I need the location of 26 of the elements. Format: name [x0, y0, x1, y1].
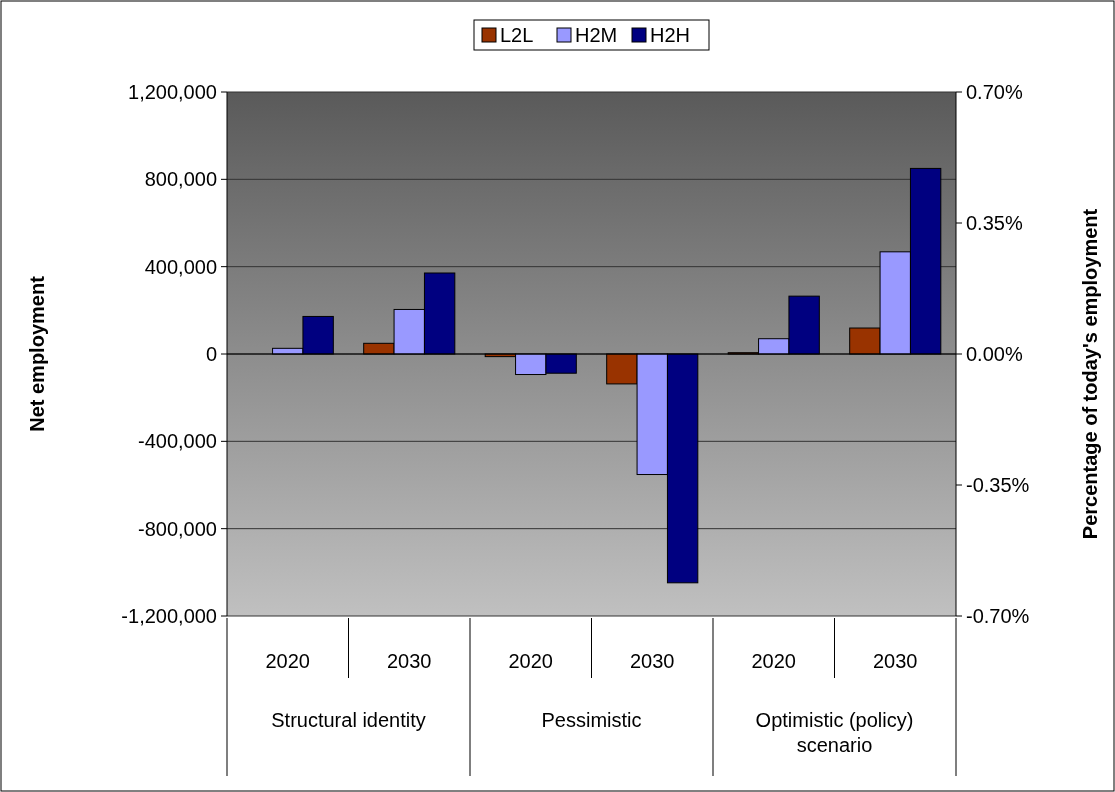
legend-label: H2M	[575, 24, 618, 46]
x-tick-label: 2020	[751, 650, 796, 672]
y-tick-label: -400,000	[138, 430, 217, 453]
text: Pessimistic	[541, 709, 642, 731]
x-tick-label: 2030	[630, 650, 675, 672]
y-tick-label: 800,000	[144, 168, 217, 191]
y2-axis-title: Percentage of today's employment	[1079, 208, 1101, 540]
legend-label: H2H	[650, 24, 691, 46]
y-tick-label: 400,000	[144, 255, 217, 278]
x-tick-label: 2020	[508, 650, 553, 672]
y2-tick-label: -0.70%	[966, 605, 1030, 627]
y-tick-label: 0	[205, 343, 217, 365]
text: Structural identity	[271, 709, 426, 731]
x-tick-label: 2030	[873, 650, 918, 672]
y2-tick-label: 0.70%	[966, 81, 1023, 103]
y2-tick-label: 0.35%	[966, 212, 1023, 234]
legend-label: L2L	[500, 24, 534, 46]
y-tick-label: -1,200,000	[121, 605, 217, 627]
y-tick-label: -800,000	[138, 517, 217, 540]
x-tick-label: 2030	[387, 650, 432, 672]
y2-tick-label: 0.00%	[966, 343, 1023, 365]
y2-tick-label: -0.35%	[966, 474, 1030, 496]
y-tick-label: 1,200,000	[128, 81, 217, 103]
text: Optimistic (policy) scenario	[755, 709, 914, 756]
y-axis-title: Net employment	[26, 275, 48, 432]
x-tick-label: 2020	[265, 650, 310, 672]
